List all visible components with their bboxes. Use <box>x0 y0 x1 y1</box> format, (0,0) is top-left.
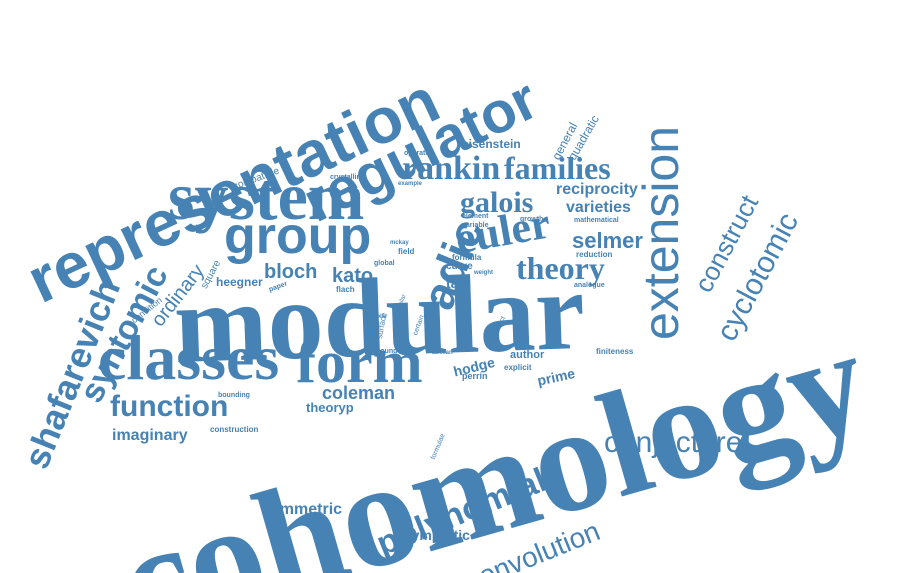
word-finiteness: finiteness <box>596 347 634 356</box>
word-growth: growth <box>520 216 544 223</box>
word-varieties: varieties <box>566 199 631 216</box>
word-tate: tate <box>446 275 471 291</box>
word-formula: formula <box>452 253 482 262</box>
word-mckay: mckay <box>390 240 409 246</box>
word-theory: theory <box>516 250 605 286</box>
word-selmer: selmer <box>572 228 643 253</box>
word-families: families <box>504 150 611 186</box>
word-bound: bound <box>376 348 398 355</box>
word-example: example <box>398 181 423 187</box>
word-bounding: bounding <box>218 392 250 399</box>
word-curve: curve <box>446 261 473 272</box>
word-author: author <box>510 349 545 361</box>
word-extension: extension <box>633 125 689 340</box>
word-construction: construction <box>210 425 259 434</box>
word-mathematical: mathematical <box>574 217 619 224</box>
word-galois: galois <box>460 186 534 219</box>
word-explicit: explicit <box>504 363 532 372</box>
word-heegner: heegner <box>216 275 263 289</box>
word-asymptotic: asymptotic <box>396 527 470 543</box>
word-eisenstein: eisenstein <box>462 137 521 151</box>
word-group: group <box>224 207 372 265</box>
word-perrin: perrin <box>462 371 488 381</box>
word-weight: weight <box>474 270 493 276</box>
word-local: local <box>366 322 380 328</box>
word-reduction: reduction <box>576 250 613 259</box>
word-element: element <box>462 213 489 220</box>
word-function: function <box>110 390 229 423</box>
word-rankin: rankin <box>402 150 501 187</box>
word-form: form <box>296 329 423 395</box>
word-bloch: bloch <box>264 261 318 283</box>
word-flach: flach <box>336 285 355 294</box>
word-imaginary: imaginary <box>112 427 188 444</box>
word-theoryp: theoryp <box>306 400 354 415</box>
word-crystalline: crystalline <box>330 174 365 181</box>
word-symmetric: symmetric <box>262 501 343 518</box>
word-field: field <box>398 247 415 256</box>
word-system: system <box>168 158 365 234</box>
word-abelian: abelian <box>432 350 453 356</box>
word-global: global <box>374 260 395 267</box>
word-coleman: coleman <box>322 383 396 403</box>
word-conjecture: conjecture <box>604 426 743 459</box>
word-variable: variable <box>462 222 489 229</box>
word-classes: classes <box>98 322 280 393</box>
word-analogue: analogue <box>574 282 605 289</box>
word-kato: kato <box>332 265 374 287</box>
word-pasolar: pasolar <box>366 314 388 320</box>
word-reciprocity: reciprocity <box>556 181 638 198</box>
word-operator: operator <box>404 150 433 157</box>
